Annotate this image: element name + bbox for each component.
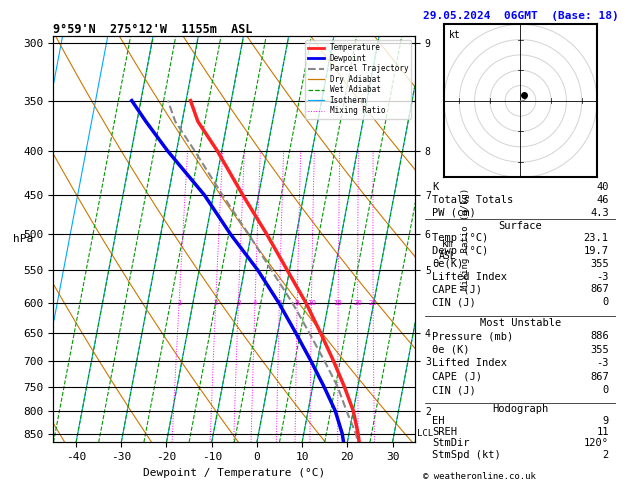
Text: 19.7: 19.7 bbox=[584, 246, 609, 256]
Text: θe(K): θe(K) bbox=[432, 259, 464, 269]
Text: kt: kt bbox=[448, 31, 460, 40]
Text: 23.1: 23.1 bbox=[584, 233, 609, 243]
Text: Lifted Index: Lifted Index bbox=[432, 358, 507, 368]
Text: CIN (J): CIN (J) bbox=[432, 297, 476, 307]
Text: 4: 4 bbox=[253, 300, 257, 306]
Text: 9°59'N  275°12'W  1155m  ASL: 9°59'N 275°12'W 1155m ASL bbox=[53, 23, 253, 36]
Text: 120°: 120° bbox=[584, 438, 609, 449]
Text: 25: 25 bbox=[369, 300, 377, 306]
Legend: Temperature, Dewpoint, Parcel Trajectory, Dry Adiabat, Wet Adiabat, Isotherm, Mi: Temperature, Dewpoint, Parcel Trajectory… bbox=[305, 40, 411, 119]
Text: θe (K): θe (K) bbox=[432, 345, 470, 355]
Text: 11: 11 bbox=[596, 427, 609, 437]
Text: 3: 3 bbox=[236, 300, 241, 306]
X-axis label: Dewpoint / Temperature (°C): Dewpoint / Temperature (°C) bbox=[143, 468, 325, 478]
Text: hPa: hPa bbox=[13, 234, 33, 244]
Text: Dewp (°C): Dewp (°C) bbox=[432, 246, 489, 256]
Text: 2: 2 bbox=[603, 450, 609, 460]
Text: 886: 886 bbox=[590, 331, 609, 341]
Text: StmDir: StmDir bbox=[432, 438, 470, 449]
Text: © weatheronline.co.uk: © weatheronline.co.uk bbox=[423, 472, 535, 481]
Text: 2: 2 bbox=[213, 300, 218, 306]
Text: 0: 0 bbox=[603, 297, 609, 307]
Text: Most Unstable: Most Unstable bbox=[480, 318, 561, 328]
Text: Temp (°C): Temp (°C) bbox=[432, 233, 489, 243]
Text: EH: EH bbox=[432, 416, 445, 426]
Text: 1: 1 bbox=[177, 300, 181, 306]
Text: 29.05.2024  06GMT  (Base: 18): 29.05.2024 06GMT (Base: 18) bbox=[423, 11, 618, 21]
Text: Pressure (mb): Pressure (mb) bbox=[432, 331, 513, 341]
Text: 9: 9 bbox=[603, 416, 609, 426]
Text: 46: 46 bbox=[596, 195, 609, 205]
Text: CAPE (J): CAPE (J) bbox=[432, 372, 482, 382]
Text: 10: 10 bbox=[307, 300, 316, 306]
Text: CIN (J): CIN (J) bbox=[432, 385, 476, 395]
Text: 867: 867 bbox=[590, 372, 609, 382]
Text: 355: 355 bbox=[590, 259, 609, 269]
Text: 355: 355 bbox=[590, 345, 609, 355]
Text: 15: 15 bbox=[333, 300, 343, 306]
Text: CAPE (J): CAPE (J) bbox=[432, 284, 482, 295]
Text: K: K bbox=[432, 182, 438, 192]
Text: 8: 8 bbox=[295, 300, 299, 306]
Text: 40: 40 bbox=[596, 182, 609, 192]
Text: 4.3: 4.3 bbox=[590, 208, 609, 218]
Text: 20: 20 bbox=[353, 300, 362, 306]
Y-axis label: km
ASL: km ASL bbox=[438, 240, 456, 261]
Text: LCL: LCL bbox=[417, 429, 433, 438]
Text: Surface: Surface bbox=[499, 221, 542, 231]
Text: 0: 0 bbox=[603, 385, 609, 395]
Text: -3: -3 bbox=[596, 272, 609, 281]
Text: PW (cm): PW (cm) bbox=[432, 208, 476, 218]
Text: Totals Totals: Totals Totals bbox=[432, 195, 513, 205]
Text: 6: 6 bbox=[277, 300, 282, 306]
Text: Lifted Index: Lifted Index bbox=[432, 272, 507, 281]
Text: -3: -3 bbox=[596, 358, 609, 368]
Text: Mixing Ratio (g/kg): Mixing Ratio (g/kg) bbox=[461, 188, 470, 291]
Text: 867: 867 bbox=[590, 284, 609, 295]
Text: StmSpd (kt): StmSpd (kt) bbox=[432, 450, 501, 460]
Text: Hodograph: Hodograph bbox=[493, 404, 548, 414]
Text: SREH: SREH bbox=[432, 427, 457, 437]
